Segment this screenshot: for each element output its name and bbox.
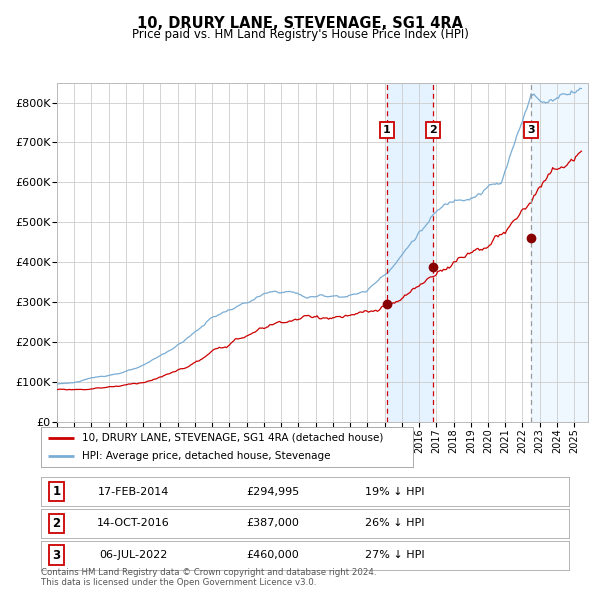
Text: 17-FEB-2014: 17-FEB-2014 bbox=[98, 487, 169, 497]
Bar bbox=[531, 83, 588, 422]
Text: HPI: Average price, detached house, Stevenage: HPI: Average price, detached house, Stev… bbox=[82, 451, 330, 461]
Text: £460,000: £460,000 bbox=[247, 550, 299, 560]
Text: 10, DRURY LANE, STEVENAGE, SG1 4RA: 10, DRURY LANE, STEVENAGE, SG1 4RA bbox=[137, 16, 463, 31]
Text: 1: 1 bbox=[383, 125, 391, 135]
Bar bbox=[386, 83, 433, 422]
Text: 3: 3 bbox=[53, 549, 61, 562]
Text: 10, DRURY LANE, STEVENAGE, SG1 4RA (detached house): 10, DRURY LANE, STEVENAGE, SG1 4RA (deta… bbox=[82, 433, 383, 443]
Text: 3: 3 bbox=[527, 125, 535, 135]
Text: 2: 2 bbox=[53, 517, 61, 530]
Text: 1: 1 bbox=[53, 485, 61, 498]
Text: 19% ↓ HPI: 19% ↓ HPI bbox=[365, 487, 424, 497]
Text: 27% ↓ HPI: 27% ↓ HPI bbox=[365, 550, 424, 560]
Text: 26% ↓ HPI: 26% ↓ HPI bbox=[365, 519, 424, 529]
Text: Contains HM Land Registry data © Crown copyright and database right 2024.
This d: Contains HM Land Registry data © Crown c… bbox=[41, 568, 376, 587]
Text: £387,000: £387,000 bbox=[247, 519, 299, 529]
Text: £294,995: £294,995 bbox=[247, 487, 300, 497]
Text: 2: 2 bbox=[429, 125, 437, 135]
Text: 14-OCT-2016: 14-OCT-2016 bbox=[97, 519, 170, 529]
Text: Price paid vs. HM Land Registry's House Price Index (HPI): Price paid vs. HM Land Registry's House … bbox=[131, 28, 469, 41]
Text: 06-JUL-2022: 06-JUL-2022 bbox=[99, 550, 167, 560]
